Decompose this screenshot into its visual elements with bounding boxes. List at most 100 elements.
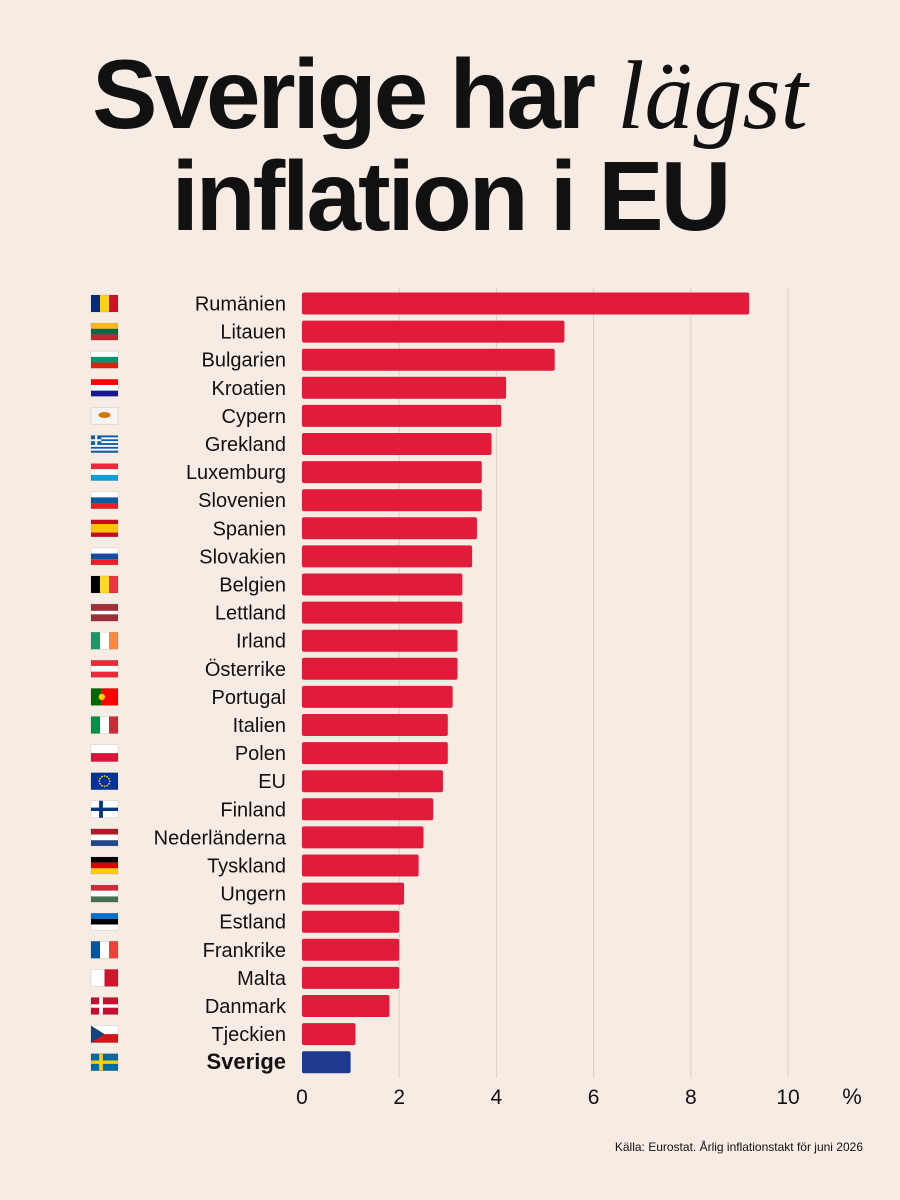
flag-luxemburg-icon [90,463,119,481]
category-label-osterrike: Österrike [205,659,286,681]
bar-eu [302,770,443,793]
category-label-slovakien: Slovakien [199,546,286,568]
bar-rumanien [302,292,750,315]
bar-slovenien [302,489,482,512]
bar-irland [302,629,458,652]
category-label-bulgarien: Bulgarien [201,350,286,372]
category-label-sverige: Sverige [207,1049,287,1074]
x-axis-ticks: 0 2 4 6 8 10 [296,1086,800,1109]
unit-label: % [842,1084,862,1109]
title-line-1: Sverige har lägst [0,44,900,146]
x-tick-label: 0 [296,1086,308,1109]
bar-cypern [302,404,502,427]
flag-bulgarien-icon [90,350,119,369]
bar-finland [302,798,434,821]
category-label-litauen: Litauen [220,322,286,344]
flag-malta-icon [90,969,119,987]
flag-portugal-icon [90,688,119,706]
flag-danmark-icon [90,997,119,1015]
bar-luxemburg [302,461,482,484]
category-labels: Rumänien Litauen Bulgarien Kroatien Cypern Gr… [154,294,287,1075]
flags [90,294,119,1071]
category-label-lettland: Lettland [215,603,286,625]
title-text-plain: Sverige har [92,39,596,149]
x-tick-label: 2 [393,1086,405,1109]
flag-finland-icon [90,800,119,819]
bar-spanien [302,517,477,540]
category-label-irland: Irland [236,631,286,653]
category-label-finland: Finland [220,799,286,821]
category-label-rumanien: Rumänien [195,294,286,316]
category-label-grekland: Grekland [205,434,286,456]
flag-cypern-icon [90,407,119,425]
category-label-tyskland: Tyskland [207,856,286,878]
category-label-eu: EU [258,771,286,793]
bar-portugal [302,685,453,708]
bar-grekland [302,433,492,455]
flag-eu-icon [90,772,119,791]
flag-ungern-icon [90,884,119,903]
category-label-luxemburg: Luxemburg [186,462,286,484]
category-label-danmark: Danmark [205,996,287,1018]
bar-ungern [302,882,405,905]
x-tick-label: 4 [491,1086,503,1109]
flag-grekland-icon [90,435,119,453]
flag-irland-icon [90,631,119,650]
bar-kroatien [302,376,507,399]
bar-belgien [302,573,463,596]
flag-lettland-icon [90,603,119,622]
flag-rumanien-icon [90,294,119,313]
bar-danmark [302,995,390,1017]
x-tick-label: 8 [685,1086,697,1109]
category-label-malta: Malta [237,968,287,990]
flag-nederlanderna-icon [90,828,119,847]
category-label-belgien: Belgien [219,575,286,597]
bar-litauen [302,320,565,343]
bar-sverige [302,1051,351,1074]
flag-litauen-icon [90,322,119,341]
bar-italien [302,714,448,736]
title-text-emphasis: lägst [617,42,808,150]
bar-malta [302,966,400,989]
category-label-ungern: Ungern [220,884,286,906]
bar-tyskland [302,854,419,877]
category-label-estland: Estland [219,912,286,934]
bar-slovakien [302,545,473,568]
flag-sverige-icon [90,1053,119,1071]
bars [302,292,750,1074]
category-label-portugal: Portugal [212,687,287,709]
bar-lettland [302,601,463,624]
category-label-slovenien: Slovenien [198,490,286,512]
category-label-italien: Italien [233,715,286,737]
flag-kroatien-icon [90,378,119,397]
flag-osterrike-icon [90,659,119,678]
category-label-cypern: Cypern [222,406,286,428]
flag-polen-icon [90,744,119,762]
flag-slovenien-icon [90,491,119,510]
bar-tjeckien [302,1023,356,1046]
x-tick-label: 6 [588,1086,600,1109]
category-label-tjeckien: Tjeckien [212,1024,286,1046]
x-tick-label: 10 [776,1086,799,1109]
bar-estland [302,910,400,933]
flag-spanien-icon [90,519,119,538]
title-line-2: inflation i EU [171,141,732,251]
flag-estland-icon [90,912,119,931]
source-note: Källa: Eurostat. Årlig inflationstakt fö… [614,1140,863,1154]
category-label-spanien: Spanien [213,518,286,540]
flag-belgien-icon [90,575,119,594]
bar-bulgarien [302,348,555,371]
bar-polen [302,742,448,765]
bar-frankrike [302,938,400,961]
category-label-polen: Polen [235,743,286,765]
category-label-nederlanderna: Nederländerna [154,827,287,849]
flag-italien-icon [90,716,119,734]
flag-tyskland-icon [90,856,119,875]
flag-slovakien-icon [90,547,119,566]
bar-osterrike [302,657,458,680]
category-label-frankrike: Frankrike [203,940,286,962]
bar-nederlanderna [302,826,424,849]
category-label-kroatien: Kroatien [212,378,287,400]
flag-tjeckien-icon [90,1025,119,1043]
